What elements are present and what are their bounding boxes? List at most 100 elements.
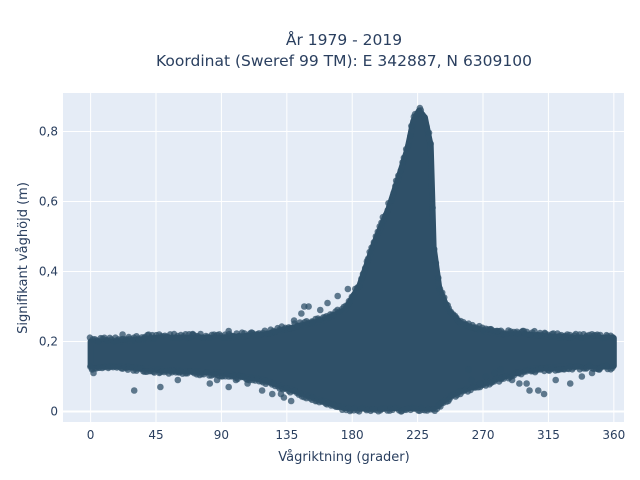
data-point <box>520 327 528 335</box>
data-point <box>609 364 616 371</box>
data-point <box>392 177 400 184</box>
data-point <box>268 390 276 398</box>
data-point <box>344 285 352 293</box>
data-point <box>370 239 377 246</box>
data-point <box>465 366 472 373</box>
data-point <box>298 310 305 317</box>
x-tick-label: 45 <box>148 428 163 442</box>
data-point <box>290 317 298 324</box>
data-point <box>431 246 438 253</box>
data-point <box>225 327 232 335</box>
data-point <box>324 299 331 307</box>
data-point <box>552 376 559 384</box>
y-tick-label: 0,2 <box>39 335 58 349</box>
data-point <box>378 219 385 226</box>
data-point <box>90 369 97 377</box>
x-tick-label: 90 <box>214 428 229 442</box>
data-point <box>407 132 414 139</box>
data-point <box>408 122 415 130</box>
x-tick-label: 315 <box>537 428 560 442</box>
data-point <box>516 380 523 387</box>
y-tick-label: 0,4 <box>39 265 58 279</box>
data-point <box>476 380 484 387</box>
data-point <box>595 366 603 373</box>
data-point <box>287 397 295 405</box>
data-point <box>258 387 266 394</box>
data-point <box>526 387 533 394</box>
data-point <box>400 154 407 161</box>
x-tick-label: 135 <box>275 428 298 442</box>
data-point <box>603 362 610 370</box>
data-point <box>566 380 574 387</box>
y-tick-label: 0,8 <box>39 125 58 139</box>
data-point <box>523 380 530 387</box>
data-point <box>280 394 288 401</box>
y-axis-ticks: 0 0,2 0,4 0,6 0,8 <box>39 125 58 419</box>
data-point <box>316 306 324 314</box>
data-point <box>364 255 372 263</box>
data-point <box>472 324 480 331</box>
y-axis-title: Signifikant våghöjd (m) <box>16 182 31 334</box>
data-point <box>130 387 138 394</box>
data-point <box>429 204 436 211</box>
data-point <box>305 303 312 310</box>
data-point <box>439 289 446 296</box>
chart-title-line1: År 1979 - 2019 <box>286 30 402 49</box>
data-point <box>206 380 214 387</box>
data-point <box>425 129 433 136</box>
y-tick-label: 0 <box>50 405 58 419</box>
data-point <box>578 373 586 380</box>
data-point <box>405 142 412 149</box>
data-point <box>390 189 397 197</box>
data-point <box>384 207 391 214</box>
data-point <box>435 274 442 282</box>
data-point <box>427 140 434 147</box>
data-point <box>334 292 341 300</box>
data-point <box>432 259 440 267</box>
data-point <box>534 387 542 394</box>
data-point <box>358 275 365 283</box>
data-point <box>350 292 357 299</box>
data-point <box>397 167 404 174</box>
chart-title-line2: Koordinat (Sweref 99 TM): E 342887, N 63… <box>156 52 532 70</box>
data-point <box>609 334 616 341</box>
data-point <box>508 376 516 384</box>
data-point <box>392 183 399 190</box>
data-point <box>368 244 375 251</box>
data-point <box>359 270 367 278</box>
x-axis-ticks: 0 45 90 135 180 225 270 315 360 <box>87 428 625 442</box>
y-tick-label: 0,6 <box>39 195 58 209</box>
data-point <box>468 376 475 384</box>
data-point <box>225 383 232 391</box>
x-tick-label: 0 <box>87 428 95 442</box>
x-tick-label: 270 <box>472 428 495 442</box>
data-point <box>540 390 548 398</box>
data-point <box>213 376 221 384</box>
data-point <box>232 376 240 384</box>
data-point <box>564 331 571 338</box>
data-point <box>189 331 196 338</box>
data-point <box>356 283 363 290</box>
data-point <box>361 264 369 272</box>
data-point <box>395 172 402 179</box>
data-point <box>423 123 430 130</box>
data-point <box>244 380 251 387</box>
data-point <box>374 228 381 235</box>
data-point <box>174 376 182 384</box>
data-points <box>86 104 617 415</box>
data-point <box>494 327 501 335</box>
data-point <box>497 366 504 373</box>
data-point <box>491 369 498 377</box>
data-point <box>482 373 490 380</box>
x-axis-title: Vågriktning (grader) <box>278 450 409 465</box>
data-point <box>388 197 395 204</box>
x-tick-label: 360 <box>602 428 625 442</box>
data-point <box>119 331 126 338</box>
data-point <box>157 383 164 391</box>
x-tick-label: 180 <box>341 428 364 442</box>
data-point <box>588 369 596 377</box>
data-point <box>421 114 428 121</box>
x-tick-label: 225 <box>406 428 429 442</box>
data-point <box>382 212 389 219</box>
